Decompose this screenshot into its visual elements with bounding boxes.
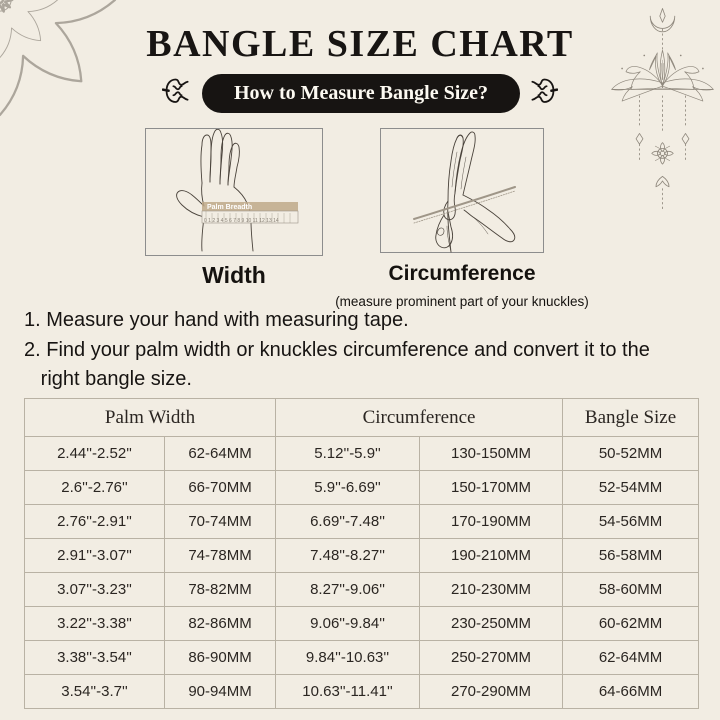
svg-text:0 1 2 3 4 5 6 7 8 9 10 11 12 1: 0 1 2 3 4 5 6 7 8 9 10 11 12 13 14 [204, 218, 279, 224]
svg-text:Palm Breadth: Palm Breadth [207, 204, 252, 211]
